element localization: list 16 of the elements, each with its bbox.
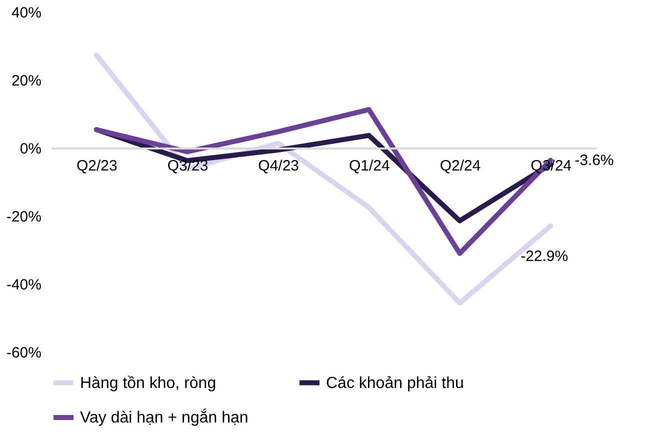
y-tick-label: -60% xyxy=(6,344,42,362)
x-tick-label: Q1/24 xyxy=(348,158,390,174)
annotation: -22.9% xyxy=(520,248,568,265)
legend-label: Các khoản phải thu xyxy=(326,374,464,392)
y-tick-label: -20% xyxy=(6,208,42,226)
x-tick-label: Q3/23 xyxy=(167,158,208,174)
y-tick-label: 20% xyxy=(11,72,42,90)
legend-label: Hàng tồn kho, ròng xyxy=(80,374,216,392)
x-tick-label: Q2/24 xyxy=(440,158,481,174)
x-tick-label: Q2/23 xyxy=(76,158,118,174)
x-tick-label: Q4/23 xyxy=(258,158,300,174)
y-tick-label: -40% xyxy=(6,276,42,294)
y-tick-label: 0% xyxy=(20,140,42,158)
annotation: -3.6% xyxy=(574,152,614,170)
legend-label: Vay dài hạn + ngắn hạn xyxy=(80,408,248,426)
y-tick-label: 40% xyxy=(11,4,42,22)
